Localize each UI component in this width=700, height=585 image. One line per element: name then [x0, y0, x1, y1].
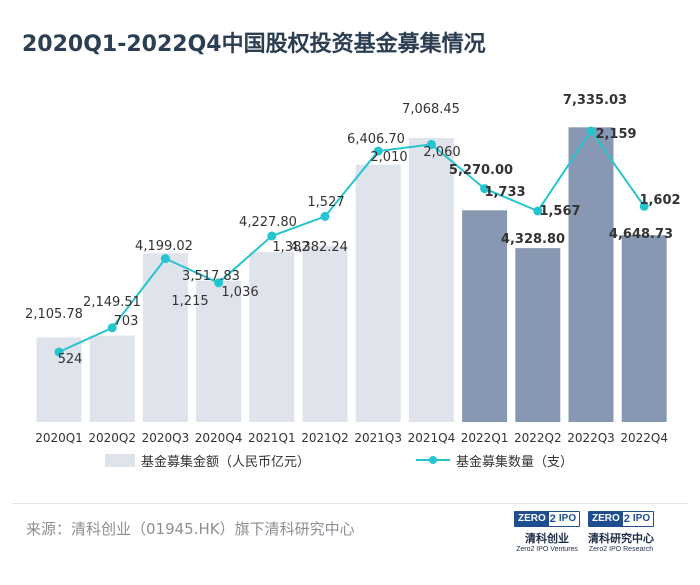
count-value-label-2020Q4: 1,036 [221, 285, 258, 300]
bar-2020Q3 [142, 253, 188, 422]
zero2ipo-research-logo: ZERO 2 IPO 清科研究中心 Zero2 IPO Research [588, 511, 654, 553]
legend-label-amount: 基金募集金额（人民币亿元） [141, 454, 310, 470]
count-value-label-2022Q2: 1,567 [539, 204, 580, 219]
count-point-2022Q3 [586, 126, 596, 136]
count-value-label-2022Q3: 2,159 [595, 127, 636, 142]
bar-value-label-2020Q3: 4,199.02 [135, 239, 193, 254]
bar-value-label-2021Q4: 7,068.45 [402, 102, 460, 117]
bar-value-label-2022Q2: 4,328.80 [501, 232, 565, 247]
logo-ipo-text: IPO [632, 513, 651, 524]
count-point-2021Q4 [426, 139, 436, 149]
count-point-2020Q1 [54, 347, 64, 357]
bar-2022Q3 [568, 127, 614, 423]
count-point-2020Q3 [160, 254, 170, 264]
count-point-2021Q2 [320, 211, 330, 221]
bar-value-label-2020Q2: 2,149.51 [83, 295, 141, 310]
logo-en-name: Zero2 IPO Ventures [516, 546, 578, 553]
x-tick-label-2022Q2: 2022Q2 [514, 431, 562, 445]
logo-cn-name: 清科创业 [525, 532, 569, 545]
legend-swatch-amount [105, 454, 135, 467]
count-value-label-2021Q4: 2,060 [423, 145, 460, 160]
bar-value-label-2020Q1: 2,105.78 [25, 307, 83, 322]
x-tick-label-2021Q4: 2021Q4 [408, 431, 456, 445]
logo-zero-text: ZERO [515, 512, 549, 526]
count-value-label-2021Q1: 1,382 [272, 240, 309, 255]
x-tick-label-2022Q1: 2022Q1 [461, 431, 509, 445]
logo-zero-text: ZERO [589, 512, 623, 526]
bar-2022Q1 [462, 210, 508, 422]
x-tick-label-2022Q4: 2022Q4 [620, 431, 668, 445]
bar-value-label-2021Q1: 4,227.80 [239, 215, 297, 230]
zero2ipo-ventures-logo: ZERO 2 IPO 清科创业 Zero2 IPO Ventures [514, 511, 580, 553]
bar-value-label-2021Q3: 6,406.70 [347, 132, 405, 147]
bar-2021Q1 [249, 252, 295, 422]
bar-2022Q4 [621, 235, 667, 422]
legend-label-count: 基金募集数量（支） [456, 454, 573, 470]
logo-brand-mark: ZERO 2 IPO [588, 511, 654, 527]
bar-2021Q4 [408, 138, 454, 422]
logo-cn-name: 清科研究中心 [588, 532, 654, 545]
count-series-line [58, 129, 646, 353]
count-value-label-2021Q2: 1,527 [307, 195, 344, 210]
count-value-label-2021Q3: 2,010 [370, 150, 407, 165]
count-point-2021Q1 [267, 231, 277, 241]
bar-value-label-2022Q1: 5,270.00 [449, 163, 513, 178]
x-tick-label-2020Q2: 2020Q2 [88, 431, 136, 445]
bar-2020Q4 [196, 280, 242, 422]
logo-ipo-text: IPO [558, 513, 577, 524]
x-tick-label-2022Q3: 2022Q3 [567, 431, 615, 445]
x-tick-label-2021Q2: 2021Q2 [301, 431, 349, 445]
bar-2020Q2 [89, 335, 135, 422]
logo-brand-mark: ZERO 2 IPO [514, 511, 580, 527]
chart-title: 2020Q1-2022Q4中国股权投资基金募集情况 [22, 32, 486, 57]
logo-two-text: 2 [549, 513, 556, 525]
chart-svg: 2020Q1 2020Q2 2020Q3 2020Q4 2021Q1 2021Q2 2021… [25, 93, 681, 470]
x-tick-label-2021Q1: 2021Q1 [248, 431, 296, 445]
count-point-2021Q3 [373, 146, 383, 156]
count-point-2022Q4 [639, 201, 649, 211]
x-tick-label-2021Q3: 2021Q3 [354, 431, 402, 445]
count-value-label-2022Q4: 1,602 [639, 193, 680, 208]
count-point-2020Q4 [214, 278, 224, 288]
count-point-2020Q2 [107, 323, 117, 333]
count-value-label-2020Q3: 1,215 [171, 294, 208, 309]
bar-value-label-2022Q4: 4,648.73 [609, 227, 673, 242]
bar-2021Q2 [302, 245, 348, 422]
bar-2022Q2 [515, 248, 561, 422]
bar-value-label-2021Q2: 4,382.24 [290, 240, 348, 255]
legend-swatch-count-marker [429, 456, 437, 464]
count-point-2022Q2 [533, 206, 543, 216]
count-value-label-2020Q2: 703 [114, 314, 139, 329]
count-point-2022Q1 [480, 184, 490, 194]
count-value-label-2020Q1: 524 [58, 352, 83, 367]
x-tick-label-2020Q1: 2020Q1 [35, 431, 83, 445]
x-tick-label-2020Q3: 2020Q3 [142, 431, 190, 445]
logo-en-name: Zero2 IPO Research [588, 546, 654, 553]
bar-2021Q3 [355, 164, 401, 422]
x-tick-label-2020Q4: 2020Q4 [195, 431, 243, 445]
source-note: 来源：清科创业（01945.HK）旗下清科研究中心 [26, 520, 355, 538]
count-value-label-2022Q1: 1,733 [484, 185, 525, 200]
footer-divider [12, 503, 688, 504]
bar-value-label-2020Q4: 3,517.83 [182, 269, 240, 284]
bar-value-label-2022Q3: 7,335.03 [563, 93, 627, 108]
chart-panel: 2020Q1 2020Q2 2020Q3 2020Q4 2021Q1 2021Q2 2021… [12, 68, 688, 503]
logo-two-text: 2 [623, 513, 630, 525]
